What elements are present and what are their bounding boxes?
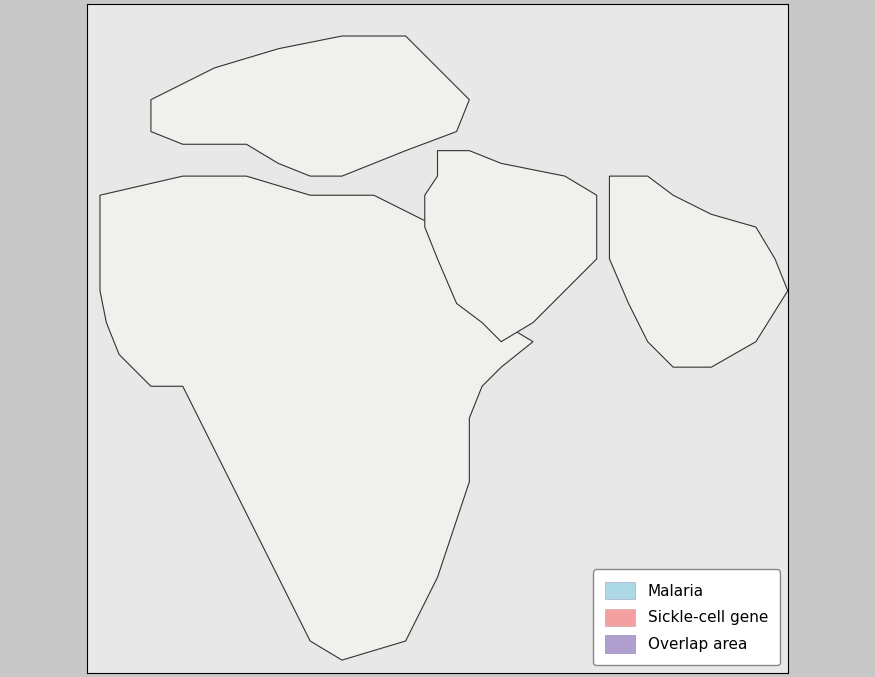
Polygon shape xyxy=(150,36,469,176)
Polygon shape xyxy=(100,176,533,660)
Polygon shape xyxy=(424,151,597,342)
Legend: Malaria, Sickle-cell gene, Overlap area: Malaria, Sickle-cell gene, Overlap area xyxy=(592,569,780,665)
Polygon shape xyxy=(610,176,788,367)
